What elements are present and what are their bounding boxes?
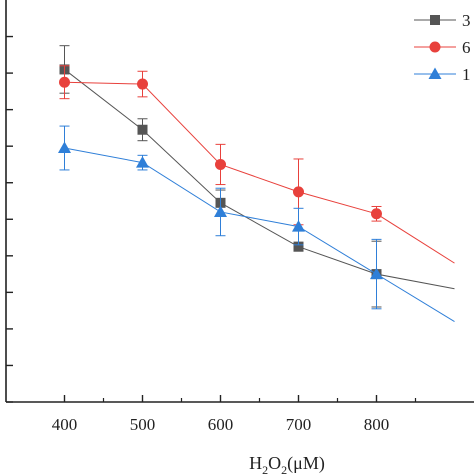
x-tick-label: 800: [364, 415, 390, 434]
series-line: [64, 69, 455, 290]
series-line: [64, 147, 455, 323]
series-6: [59, 65, 455, 264]
data-point-square: [137, 124, 148, 135]
axes: 400 500 600 700 800: [5, 0, 474, 434]
data-point-circle: [137, 78, 148, 90]
x-tick-label: 600: [208, 415, 234, 434]
x-tick-label: 500: [130, 415, 156, 434]
series-3: [59, 45, 455, 308]
x-tick-label: 700: [286, 415, 312, 434]
data-point-circle: [293, 186, 304, 198]
data-point-circle: [215, 158, 226, 170]
legend-item-6: 6: [414, 38, 471, 57]
data-point-circle: [429, 41, 441, 53]
legend-label: 3: [462, 11, 471, 30]
legend: 3 6 1: [414, 11, 471, 84]
data-point-triangle: [292, 220, 305, 232]
data-point-triangle: [370, 267, 383, 280]
series-1: [58, 125, 455, 323]
legend-label: 6: [462, 38, 471, 57]
x-axis-title: H2O2(μM): [249, 453, 325, 474]
legend-label: 1: [462, 65, 471, 84]
data-point-square: [293, 241, 304, 252]
data-point-square: [430, 15, 440, 25]
data-point-circle: [59, 76, 70, 88]
data-point-triangle: [214, 205, 227, 217]
legend-item-1: 1: [414, 65, 471, 84]
data-point-triangle: [58, 141, 71, 154]
data-point-circle: [371, 208, 382, 220]
series-line: [64, 81, 455, 264]
series-layer: [58, 45, 455, 323]
data-point-triangle: [136, 156, 149, 168]
legend-item-3: 3: [414, 11, 471, 30]
x-tick-label: 400: [52, 415, 78, 434]
data-point-triangle: [428, 67, 442, 79]
